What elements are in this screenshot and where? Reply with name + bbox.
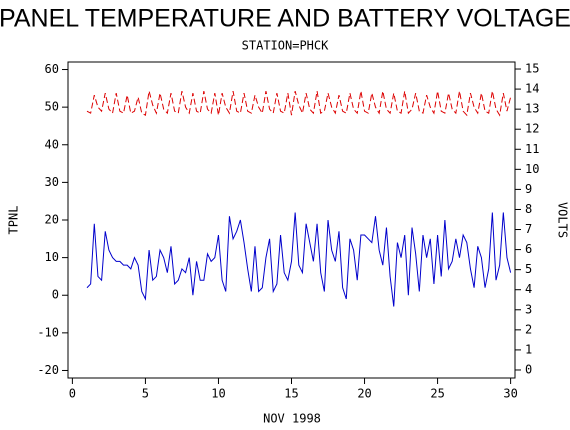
y2-tick-label: 11 <box>525 142 539 156</box>
y2-tick-label: 7 <box>525 222 532 236</box>
y-tick-label: 40 <box>45 137 59 151</box>
y-tick-label: 50 <box>45 100 59 114</box>
x-tick-label: 10 <box>211 387 225 401</box>
x-tick-label: 25 <box>430 387 444 401</box>
y-tick-label: 60 <box>45 62 59 76</box>
x-tick-label: 30 <box>503 387 517 401</box>
y2-tick-label: 2 <box>525 322 532 336</box>
x-axis-title: NOV 1998 <box>263 412 321 426</box>
y2-tick-label: 12 <box>525 122 539 136</box>
series-line <box>86 90 512 117</box>
x-tick-label: 0 <box>69 387 76 401</box>
y2-tick-label: 1 <box>525 342 532 356</box>
y-tick-label: 10 <box>45 250 59 264</box>
x-tick-label: 5 <box>142 387 149 401</box>
y2-tick-label: 4 <box>525 282 532 296</box>
y2-tick-label: 5 <box>525 262 532 276</box>
y2-tick-label: 14 <box>525 82 539 96</box>
y-tick-label: 30 <box>45 175 59 189</box>
y2-tick-label: 9 <box>525 182 532 196</box>
y-tick-label: -20 <box>37 363 59 377</box>
y2-tick-label: 8 <box>525 202 532 216</box>
y-tick-label: 0 <box>52 288 59 302</box>
y2-tick-label: 10 <box>525 162 539 176</box>
chart-subtitle: STATION=PHCK <box>242 39 329 53</box>
y2-tick-label: 3 <box>525 302 532 316</box>
y2-axis-title: VOLTS <box>556 202 570 238</box>
y-axis-title: TPNL <box>7 206 21 235</box>
series-line <box>86 212 512 307</box>
y2-tick-label: 13 <box>525 102 539 116</box>
y-tick-label: 20 <box>45 213 59 227</box>
x-tick-label: 15 <box>284 387 298 401</box>
y2-tick-label: 0 <box>525 362 532 376</box>
y2-tick-label: 15 <box>525 62 539 76</box>
y2-tick-label: 6 <box>525 242 532 256</box>
y-tick-label: -10 <box>37 325 59 339</box>
x-tick-label: 20 <box>357 387 371 401</box>
chart-title: PANEL TEMPERATURE AND BATTERY VOLTAGE <box>0 5 570 33</box>
